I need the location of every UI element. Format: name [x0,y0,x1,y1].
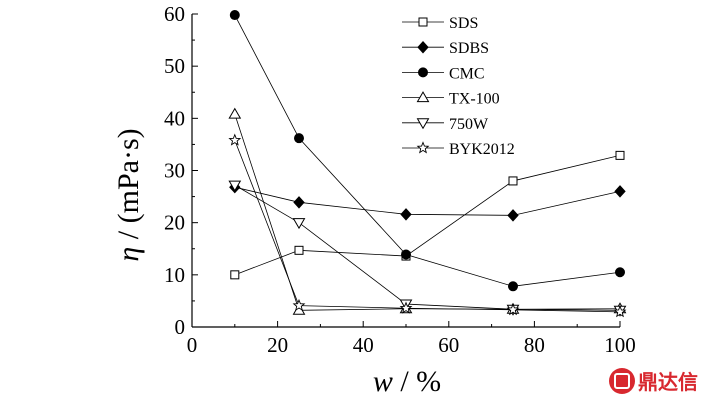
legend-marker-cmc [418,67,428,78]
data-point-cmc [229,10,240,21]
data-point-byk2012 [228,133,242,146]
plot-area: 0 10 20 30 40 50 60 0 20 40 60 80 100 [164,2,636,357]
y-axis-unit: (mPa·s) [112,128,145,223]
series-line-tx-100 [234,114,621,311]
legend-marker-byk2012 [416,141,430,154]
watermark-logo: 鼎达信 [609,366,698,395]
data-point-cmc [401,249,411,260]
data-point-750w [292,218,306,230]
legend-marker-750w [416,118,430,130]
x-axis-sep: / [393,365,416,398]
legend-label-byk2012: BYK2012 [449,141,515,158]
y-tick-label: 10 [164,263,185,287]
series-line-sds [234,154,621,276]
x-tick-label: 20 [267,333,288,357]
x-axis-unit: % [416,365,441,398]
legend-label-sdbs: SDBS [449,40,489,57]
data-point-sds [294,245,304,255]
data-point-byk2012 [399,301,413,314]
x-axis-title: w / % [373,365,441,398]
legend: SDS SDBS CMC TX-100 750W BYK2012 [402,15,515,158]
y-tick-label: 0 [175,315,186,339]
x-tick-label: 0 [187,333,198,357]
data-point-cmc [294,133,304,144]
series-line-cmc [234,14,621,287]
legend-label-sds: SDS [449,15,478,32]
data-point-byk2012 [613,305,627,318]
x-tick-label: 60 [438,333,459,357]
series-line-sdbs [234,186,621,216]
data-point-sdbs [507,209,519,222]
watermark-text: 鼎达信 [638,370,698,394]
data-point-byk2012 [506,303,520,316]
series-line-byk2012 [234,140,621,313]
legend-marker-sdbs [417,40,429,54]
x-tick-label: 40 [353,333,374,357]
y-tick-label: 30 [164,159,185,183]
x-axis-var: w [373,365,393,398]
data-point-sdbs [614,185,626,198]
y-tick-label: 40 [164,106,185,130]
data-point-sdbs [400,208,412,221]
data-point-sdbs [293,196,305,209]
data-point-cmc [508,281,518,292]
data-point-byk2012 [292,298,306,312]
y-axis-var: η [112,247,145,262]
legend-label-cmc: CMC [449,65,485,82]
legend-marker-tx-100 [416,91,430,103]
x-tick-label: 80 [524,333,545,357]
data-point-sds [615,150,625,160]
x-tick-label: 100 [604,333,636,357]
y-tick-label: 20 [164,211,185,235]
data-point-sds [230,270,240,280]
data-point-tx-100 [228,107,242,119]
data-point-sds [508,176,518,186]
legend-label-750w: 750W [449,116,489,133]
y-tick-label: 50 [164,54,185,78]
y-axis-sep: / [112,223,145,246]
y-axis-title: η / (mPa·s) [112,128,145,261]
legend-marker-sds [418,17,428,27]
data-point-750w [228,180,242,192]
y-tick-label: 60 [164,2,185,26]
data-point-cmc [615,267,625,278]
legend-label-tx-100: TX-100 [449,91,500,108]
brand-logo-icon [609,367,635,394]
